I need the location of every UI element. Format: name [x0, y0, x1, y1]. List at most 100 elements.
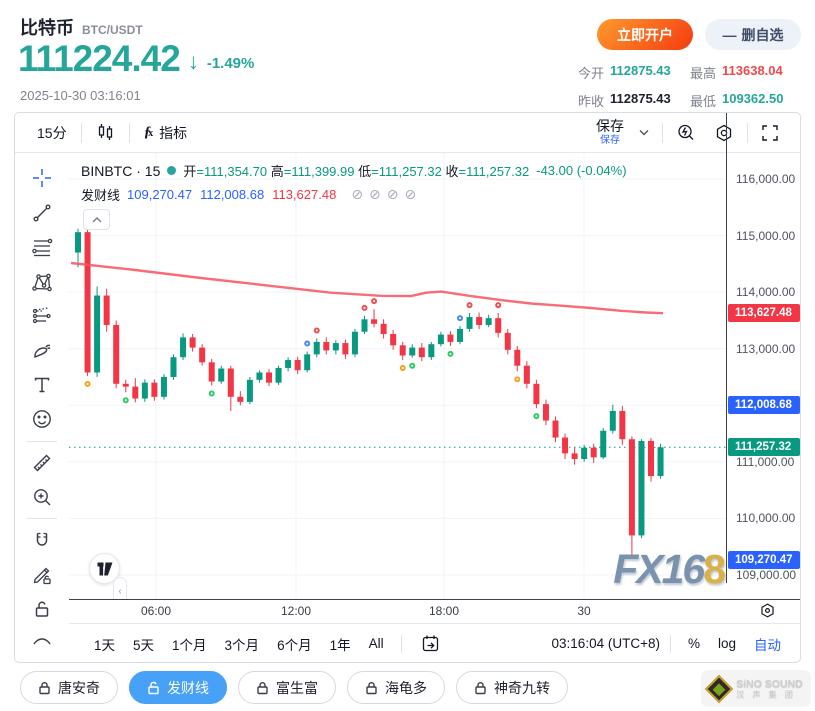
- projection-icon: [32, 307, 51, 324]
- magnet-tool[interactable]: [24, 523, 60, 557]
- crosshair-icon: [33, 169, 51, 188]
- lock-icon: [257, 681, 268, 694]
- snapshot-button[interactable]: [667, 123, 705, 143]
- chart-plot[interactable]: BINBTC · 15 开=111,354.70 高=111,399.99 低=…: [69, 153, 726, 599]
- drawing-lock-icon: [33, 567, 51, 585]
- text-tool[interactable]: [24, 368, 60, 402]
- sell-signal-marker: [494, 301, 503, 309]
- chart-toolbar: 15分 ƒx 指标 保存 保存: [15, 113, 800, 153]
- fib-lines-tool[interactable]: [24, 230, 60, 264]
- ruler-tool[interactable]: [24, 445, 60, 479]
- strategy-tab-海龟多[interactable]: 海龟多: [347, 671, 445, 704]
- strategy-tab-发财线[interactable]: 发财线: [129, 671, 227, 704]
- brush-icon: [34, 345, 51, 359]
- range-button-1年[interactable]: 1年: [329, 637, 351, 653]
- chart-legend: BINBTC · 15 开=111,354.70 高=111,399.99 低=…: [81, 161, 627, 204]
- drawing-lock-tool[interactable]: [24, 558, 60, 592]
- drawing-toolbar: [15, 153, 69, 661]
- brand-name: SiNO SOUND: [736, 677, 803, 690]
- quote-stats: 今开 112875.43 最高 113638.04 昨收 112875.43 最低 10936…: [578, 63, 803, 110]
- clock[interactable]: 03:16:04 (UTC+8): [551, 636, 660, 651]
- log-scale-button[interactable]: log: [717, 636, 736, 651]
- price-down-arrow-icon: ↓: [187, 49, 199, 74]
- xabcd-pattern-tool[interactable]: [24, 264, 60, 298]
- range-button-1个月[interactable]: 1个月: [172, 637, 207, 653]
- tradingview-icon: [97, 562, 112, 575]
- legend-empty-slots: ⊘ ⊘ ⊘ ⊘: [351, 186, 417, 202]
- emoji-tool[interactable]: [24, 402, 60, 436]
- stat-item: 今开 112875.43: [578, 63, 671, 81]
- buy-signal-marker: [207, 389, 216, 398]
- go-to-date-button[interactable]: [412, 634, 449, 653]
- xabcd-pattern-icon: [32, 273, 52, 291]
- tradingview-logo[interactable]: [89, 553, 120, 584]
- interval-button[interactable]: 15分: [37, 124, 67, 141]
- remove-watchlist-button[interactable]: — 删自选: [705, 19, 801, 50]
- buy-signal-marker: [121, 396, 130, 405]
- price-axis[interactable]: 116,000.00 115,000.00 114,000.00 113,000.00…: [726, 153, 800, 599]
- buy-signal-marker: [513, 375, 522, 384]
- projection-tool[interactable]: [24, 299, 60, 333]
- crosshair-tool[interactable]: [24, 161, 60, 195]
- fullscreen-icon: [762, 124, 778, 141]
- time-axis-label: 12:00: [280, 604, 312, 618]
- calendar-icon: [422, 635, 438, 652]
- buy-signal-marker: [408, 361, 417, 370]
- toolbar-collapse-handle[interactable]: ‹: [113, 577, 127, 599]
- strategy-tab-神奇九转[interactable]: 神奇九转: [456, 671, 568, 704]
- legend-change: -43.00 (-0.04%): [536, 163, 627, 178]
- chart-settings-button[interactable]: [705, 123, 743, 143]
- buy-signal-marker: [532, 412, 541, 420]
- lock-icon: [35, 601, 49, 618]
- auto-scale-button[interactable]: 自动: [754, 637, 781, 653]
- symbol-header: 比特币 BTC/USDT: [20, 14, 143, 40]
- price-axis-label: 110,000.00: [736, 511, 796, 526]
- time-axis-label: 06:00: [140, 604, 172, 618]
- save-menu-button[interactable]: [630, 129, 658, 136]
- settings-icon: [716, 124, 732, 141]
- range-button-3个月[interactable]: 3个月: [224, 637, 260, 653]
- price-row: 111224.42 ↓ -1.49%: [18, 38, 254, 80]
- indicators-button[interactable]: ƒx 指标: [143, 124, 188, 141]
- range-button-1天[interactable]: 1天: [94, 637, 116, 653]
- price-axis-label: 111,000.00: [736, 454, 795, 469]
- open-account-button[interactable]: 立即开户: [597, 19, 693, 50]
- brand-name-cn: 汉 声 集 团: [736, 689, 796, 699]
- strategy-tab-唐安奇[interactable]: 唐安奇: [20, 671, 118, 704]
- range-button-5天[interactable]: 5天: [133, 637, 155, 653]
- sell-signal-marker: [456, 314, 464, 322]
- brand-diamond-icon: [705, 674, 734, 703]
- price-tag: 112,008.68: [728, 395, 800, 414]
- price-axis-label: 113,000.00: [736, 341, 796, 356]
- time-axis-label: 18:00: [428, 604, 460, 618]
- sell-signal-marker: [465, 301, 474, 309]
- range-button-6个月[interactable]: 6个月: [277, 637, 312, 653]
- lock-tool[interactable]: [24, 592, 60, 626]
- strategy-tab-富生富[interactable]: 富生富: [238, 671, 336, 704]
- legend-collapse-button[interactable]: [83, 209, 110, 230]
- price-axis-label: 109,000.00: [736, 568, 797, 582]
- trendline-tool[interactable]: [24, 195, 60, 229]
- save-button[interactable]: 保存 保存: [596, 118, 624, 146]
- symbol-name: 比特币: [20, 18, 74, 38]
- sell-signal-marker: [303, 339, 312, 348]
- time-axis[interactable]: 06:00 12:00 18:00 30: [15, 599, 800, 623]
- range-button-All[interactable]: All: [368, 636, 384, 651]
- candles-icon: [98, 124, 112, 140]
- zoom-in-tool[interactable]: [24, 480, 60, 514]
- chevron-up-icon: [92, 216, 101, 222]
- eye-tool[interactable]: [24, 627, 60, 661]
- last-price: 111224.42: [18, 38, 181, 79]
- sell-signal-marker: [370, 297, 378, 305]
- candlestick-chart: [69, 153, 726, 599]
- legend-indicator-name[interactable]: 发财线: [81, 188, 121, 203]
- chart-type-button[interactable]: [86, 123, 125, 142]
- brush-tool[interactable]: [24, 333, 60, 367]
- axis-settings-button[interactable]: [759, 602, 776, 619]
- snapshot-icon: [678, 124, 694, 140]
- trendline-icon: [33, 204, 51, 222]
- fullscreen-button[interactable]: [752, 124, 788, 142]
- percent-scale-button[interactable]: %: [687, 636, 700, 651]
- legend-series-title[interactable]: BINBTC · 15: [81, 162, 161, 179]
